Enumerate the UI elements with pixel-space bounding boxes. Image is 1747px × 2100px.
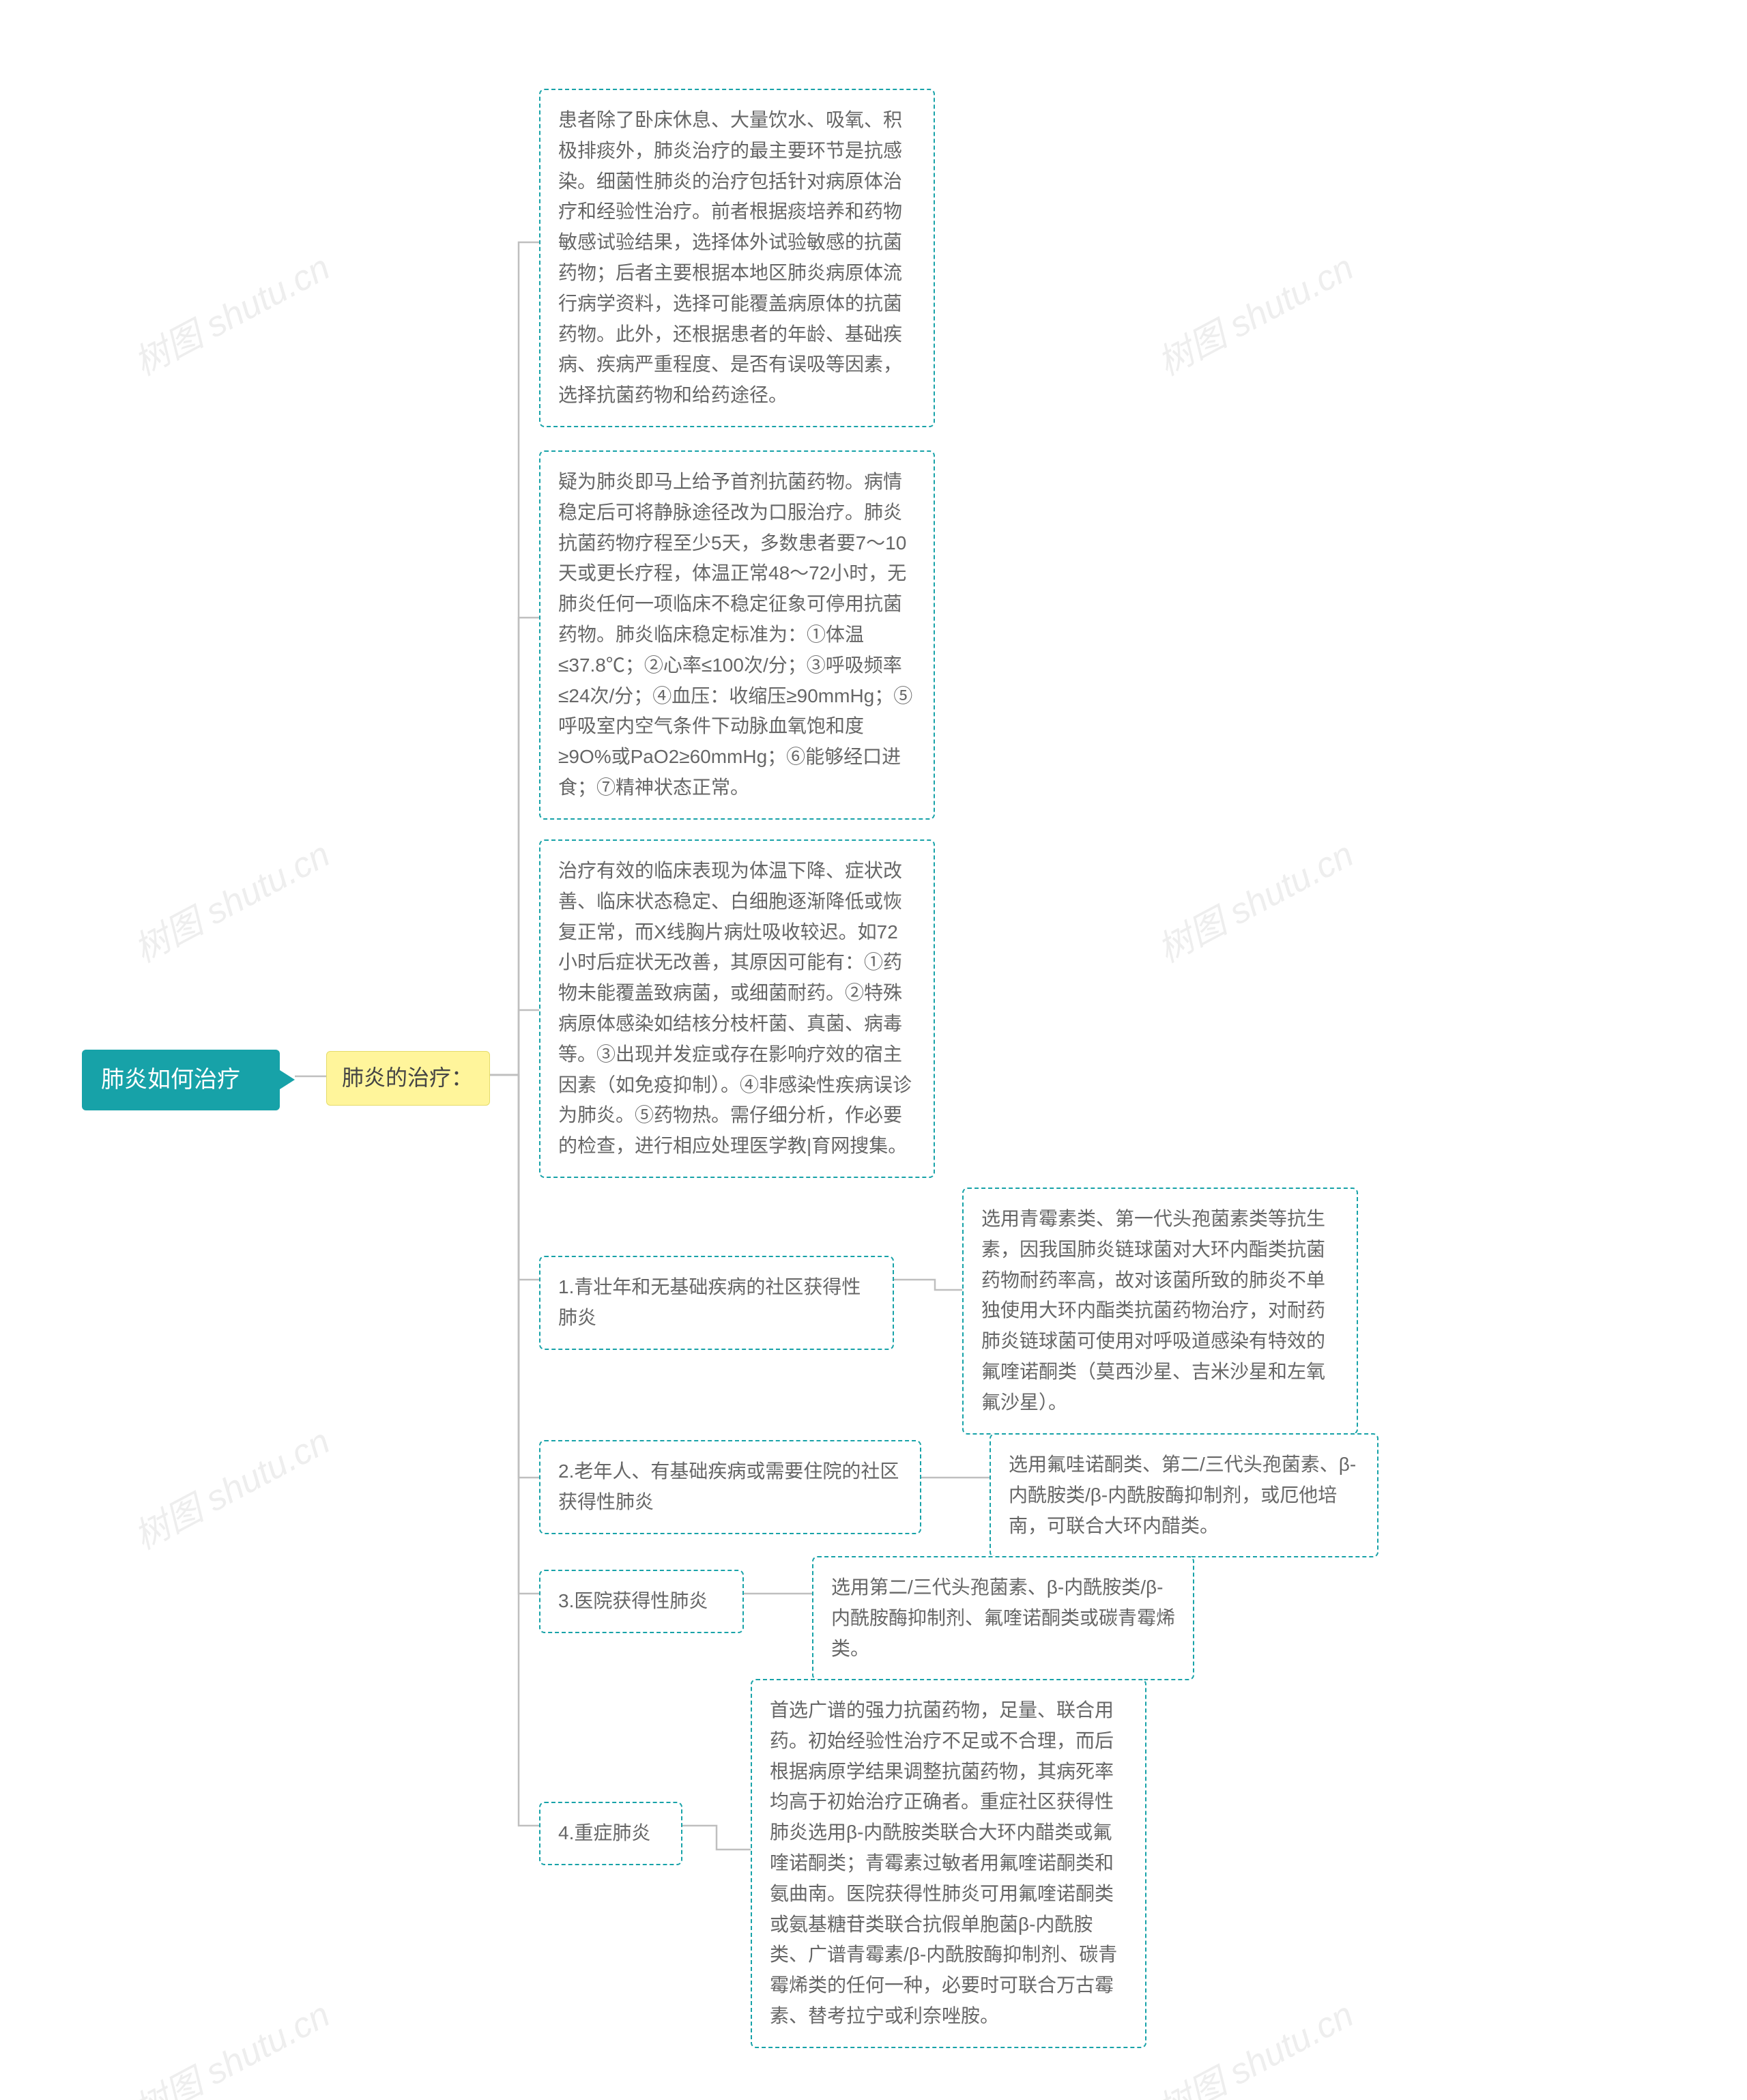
watermark: 树图 shutu.cn bbox=[1147, 239, 1361, 385]
branch-node-treatment[interactable]: 肺炎的治疗： bbox=[326, 1051, 490, 1106]
subleaf-sub-4[interactable]: 首选广谱的强力抗菌药物，足量、联合用药。初始经验性治疗不足或不合理，而后根据病原… bbox=[751, 1679, 1146, 2048]
root-node[interactable]: 肺炎如何治疗 bbox=[82, 1050, 280, 1110]
leaf-cat-2[interactable]: 2.老年人、有基础疾病或需要住院的社区获得性肺炎 bbox=[539, 1440, 921, 1534]
leaf-cat-4[interactable]: 4.重症肺炎 bbox=[539, 1802, 682, 1865]
watermark: 树图 shutu.cn bbox=[1147, 1986, 1361, 2100]
leaf-intro-2[interactable]: 疑为肺炎即马上给予首剂抗菌药物。病情稳定后可将静脉途径改为口服治疗。肺炎抗菌药物… bbox=[539, 450, 935, 820]
leaf-intro-3[interactable]: 治疗有效的临床表现为体温下降、症状改善、临床状态稳定、白细胞逐渐降低或恢复正常，… bbox=[539, 839, 935, 1178]
watermark: 树图 shutu.cn bbox=[124, 826, 337, 972]
watermark: 树图 shutu.cn bbox=[124, 239, 337, 385]
mindmap-canvas: 树图 shutu.cn 树图 shutu.cn 树图 shutu.cn 树图 shut… bbox=[0, 0, 1747, 2100]
leaf-cat-3[interactable]: 3.医院获得性肺炎 bbox=[539, 1570, 744, 1633]
leaf-cat-1[interactable]: 1.青壮年和无基础疾病的社区获得性肺炎 bbox=[539, 1256, 894, 1350]
leaf-intro-1[interactable]: 患者除了卧床休息、大量饮水、吸氧、积极排痰外，肺炎治疗的最主要环节是抗感染。细菌… bbox=[539, 89, 935, 427]
subleaf-sub-1[interactable]: 选用青霉素类、第一代头孢菌素类等抗生素，因我国肺炎链球菌对大环内酯类抗菌药物耐药… bbox=[962, 1188, 1358, 1435]
watermark: 树图 shutu.cn bbox=[1147, 826, 1361, 972]
subleaf-sub-3[interactable]: 选用第二/三代头孢菌素、β-内酰胺类/β-内酰胺酶抑制剂、氟喹诺酮类或碳青霉烯类… bbox=[812, 1556, 1194, 1680]
subleaf-sub-2[interactable]: 选用氟哇诺酮类、第二/三代头孢菌素、β-内酰胺类/β-内酰胺酶抑制剂，或厄他培南… bbox=[990, 1433, 1378, 1557]
watermark: 树图 shutu.cn bbox=[124, 1986, 337, 2100]
watermark: 树图 shutu.cn bbox=[124, 1413, 337, 1559]
